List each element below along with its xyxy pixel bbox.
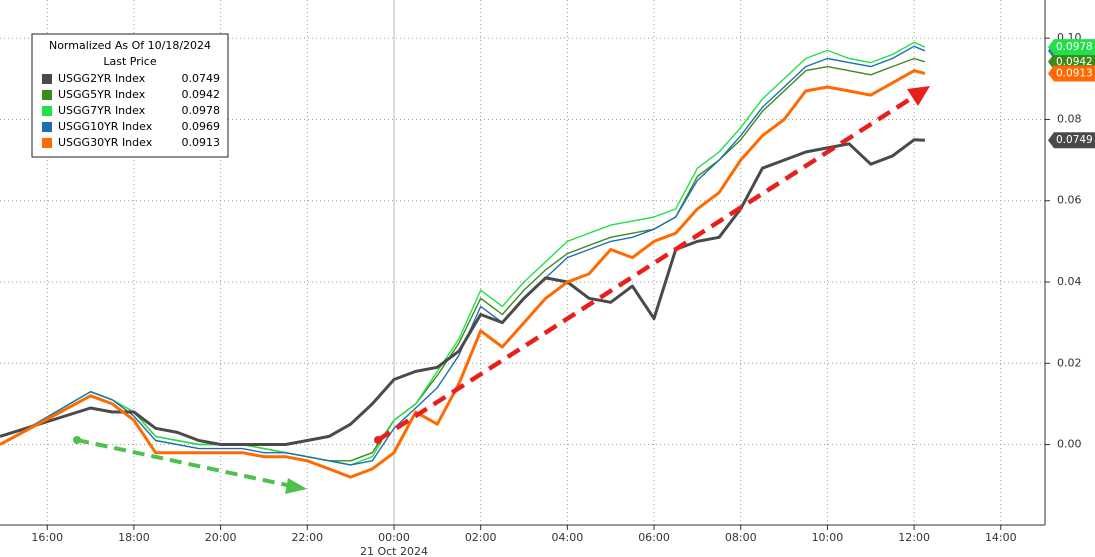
- red-arrow: [376, 92, 920, 442]
- date-label: 21 Oct 2024: [360, 545, 428, 557]
- green-arrow-head: [285, 478, 307, 494]
- series-line: [0, 138, 925, 446]
- x-tick-label: 00:00: [378, 531, 410, 544]
- legend-swatch: [42, 74, 52, 84]
- last-value-tag: [1048, 65, 1095, 82]
- legend-title: Normalized As Of 10/18/2024: [49, 39, 211, 52]
- legend-value: 0.0978: [182, 104, 221, 117]
- x-tick-label: 08:00: [725, 531, 757, 544]
- last-value-label: 0.0942: [1056, 56, 1093, 68]
- legend-swatch: [42, 138, 52, 148]
- legend-swatch: [42, 122, 52, 132]
- x-tick-label: 16:00: [31, 531, 63, 544]
- legend: Normalized As Of 10/18/2024 Last Price U…: [31, 33, 229, 158]
- y-tick-label: 0.00: [1057, 438, 1082, 451]
- legend-label: USGG30YR Index: [58, 136, 153, 149]
- legend-swatch: [42, 90, 52, 100]
- last-value-tag: [1048, 39, 1095, 56]
- legend-value: 0.0749: [182, 72, 221, 85]
- grid: [0, 0, 1045, 525]
- legend-value: 0.0913: [182, 136, 221, 149]
- legend-box: [31, 33, 229, 158]
- legend-value: 0.0942: [182, 88, 221, 101]
- legend-label: USGG2YR Index: [58, 72, 146, 85]
- y-tick-label: 0.06: [1057, 194, 1082, 207]
- green-arrow-start: [73, 436, 81, 444]
- legend-label: USGG7YR Index: [58, 104, 146, 117]
- x-tick-label: 04:00: [552, 531, 584, 544]
- x-tick-label: 06:00: [638, 531, 670, 544]
- x-tick-label: 22:00: [291, 531, 323, 544]
- y-tick-label: 0.02: [1057, 356, 1082, 369]
- legend-label: USGG5YR Index: [58, 88, 146, 101]
- legend-subtitle: Last Price: [103, 55, 156, 68]
- x-tick-label: 12:00: [898, 531, 930, 544]
- series-line: [0, 69, 926, 479]
- x-tick-label: 14:00: [985, 531, 1017, 544]
- last-value-label: 0.0913: [1056, 68, 1093, 80]
- y-tick-label: 0.08: [1057, 112, 1082, 125]
- x-tick-label: 18:00: [118, 531, 150, 544]
- x-tick-label: 10:00: [812, 531, 844, 544]
- legend-value: 0.0969: [182, 120, 221, 133]
- red-arrow-start: [374, 436, 382, 444]
- legend-label: USGG10YR Index: [58, 120, 153, 133]
- red-arrow-head: [907, 86, 930, 106]
- last-value-label: 0.0749: [1056, 134, 1093, 146]
- last-value-label: 0.0978: [1056, 41, 1093, 53]
- x-tick-label: 20:00: [205, 531, 237, 544]
- x-tick-label: 02:00: [465, 531, 497, 544]
- lines: [0, 41, 926, 479]
- last-value-tag: [1048, 132, 1095, 149]
- legend-swatch: [42, 106, 52, 116]
- y-tick-label: 0.04: [1057, 275, 1082, 288]
